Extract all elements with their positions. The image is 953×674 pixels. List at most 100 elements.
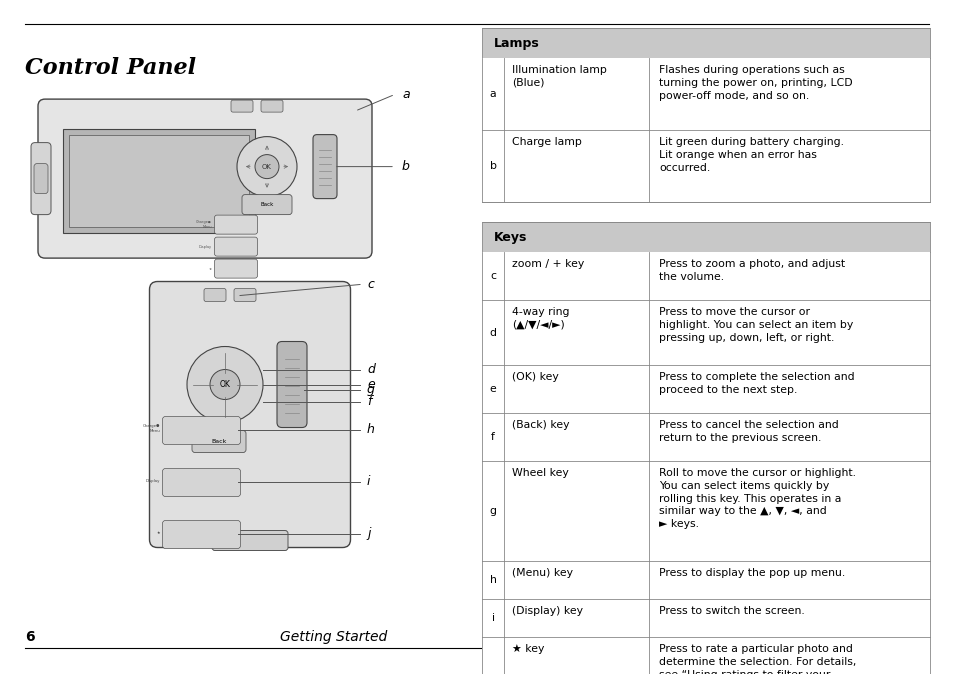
Text: Flashes during operations such as
turning the power on, printing, LCD
power-off : Flashes during operations such as turnin… [659, 65, 852, 100]
Text: g: g [489, 506, 496, 516]
Text: Display: Display [146, 479, 160, 483]
FancyBboxPatch shape [233, 288, 255, 301]
Text: f: f [491, 432, 495, 442]
Circle shape [187, 346, 263, 423]
Text: b: b [489, 161, 496, 171]
Text: b: b [401, 160, 410, 173]
Bar [481, 365, 503, 413]
Bar [503, 300, 648, 365]
Text: Back: Back [260, 202, 274, 207]
Bar [481, 461, 503, 561]
Text: (Back) key: (Back) key [512, 420, 569, 430]
Text: (OK) key: (OK) key [512, 372, 558, 382]
Text: Lamps: Lamps [494, 36, 539, 49]
Text: Press to zoom a photo, and adjust
the volume.: Press to zoom a photo, and adjust the vo… [659, 259, 844, 282]
Bar [481, 130, 503, 202]
FancyBboxPatch shape [204, 288, 226, 301]
Circle shape [254, 154, 278, 179]
Text: zoom / + key: zoom / + key [512, 259, 583, 269]
FancyBboxPatch shape [38, 99, 372, 258]
Bar [648, 561, 929, 599]
Bar [63, 129, 254, 233]
Bar [69, 135, 249, 227]
Text: Getting Started: Getting Started [280, 630, 387, 644]
Text: ★ key: ★ key [512, 644, 544, 654]
Text: Press to complete the selection and
proceed to the next step.: Press to complete the selection and proc… [659, 372, 854, 395]
Bar [481, 58, 503, 130]
Bar [481, 599, 503, 637]
FancyBboxPatch shape [261, 100, 283, 112]
Text: g: g [367, 383, 375, 396]
Bar [481, 252, 503, 300]
Text: Display: Display [198, 245, 212, 249]
FancyBboxPatch shape [150, 282, 350, 547]
Text: Press to rate a particular photo and
determine the selection. For details,
see “: Press to rate a particular photo and det… [659, 644, 856, 674]
Text: i: i [367, 475, 370, 488]
FancyBboxPatch shape [192, 431, 246, 452]
FancyBboxPatch shape [214, 237, 257, 256]
Text: e: e [489, 384, 496, 394]
Bar [648, 413, 929, 461]
FancyBboxPatch shape [162, 468, 240, 497]
Bar [648, 252, 929, 300]
Bar [648, 365, 929, 413]
FancyBboxPatch shape [313, 135, 336, 199]
Bar [648, 130, 929, 202]
Text: f: f [367, 395, 371, 408]
Text: a: a [489, 89, 496, 99]
Text: (Display) key: (Display) key [512, 606, 582, 616]
Text: c: c [367, 278, 374, 291]
Circle shape [210, 369, 240, 400]
Text: Back: Back [212, 439, 227, 444]
Text: e: e [367, 378, 375, 391]
Bar [481, 561, 503, 599]
FancyBboxPatch shape [162, 520, 240, 549]
Text: Illumination lamp
(Blue): Illumination lamp (Blue) [512, 65, 606, 88]
Text: Roll to move the cursor or highlight.
You can select items quickly by
rolling th: Roll to move the cursor or highlight. Yo… [659, 468, 855, 529]
Text: j: j [367, 527, 370, 540]
Bar [648, 637, 929, 674]
Text: ★: ★ [157, 530, 160, 534]
Circle shape [236, 137, 296, 197]
Text: Charge●
Menu: Charge● Menu [196, 220, 212, 229]
Bar [503, 561, 648, 599]
Bar [503, 461, 648, 561]
Text: a: a [401, 88, 409, 101]
FancyBboxPatch shape [276, 342, 307, 427]
Text: c: c [490, 271, 496, 281]
Bar [503, 599, 648, 637]
Text: Charge lamp: Charge lamp [512, 137, 581, 147]
Text: Press to display the pop up menu.: Press to display the pop up menu. [659, 568, 844, 578]
Bar [648, 461, 929, 561]
Text: Press to switch the screen.: Press to switch the screen. [659, 606, 804, 616]
Bar [503, 637, 648, 674]
Bar [648, 300, 929, 365]
FancyBboxPatch shape [231, 100, 253, 112]
Text: d: d [489, 328, 496, 338]
Text: d: d [367, 363, 375, 376]
Text: (Menu) key: (Menu) key [512, 568, 573, 578]
Bar [481, 413, 503, 461]
Text: i: i [491, 613, 494, 623]
Text: Charge●
Menu: Charge● Menu [143, 424, 160, 433]
FancyBboxPatch shape [214, 215, 257, 234]
Bar [503, 130, 648, 202]
Bar [481, 222, 929, 252]
Bar [648, 599, 929, 637]
Bar [503, 252, 648, 300]
Bar [503, 365, 648, 413]
FancyBboxPatch shape [34, 164, 48, 193]
Text: 4-way ring
(▲/▼/◄/►): 4-way ring (▲/▼/◄/►) [512, 307, 569, 330]
Text: Lit green during battery charging.
Lit orange when an error has
occurred.: Lit green during battery charging. Lit o… [659, 137, 843, 173]
FancyBboxPatch shape [162, 417, 240, 445]
Text: Control Panel: Control Panel [25, 57, 196, 80]
Bar [481, 637, 503, 674]
Text: h: h [489, 575, 496, 585]
FancyBboxPatch shape [242, 195, 292, 214]
FancyBboxPatch shape [212, 530, 288, 551]
Text: ★: ★ [209, 267, 212, 270]
Text: OK: OK [262, 164, 272, 170]
Bar [481, 28, 929, 58]
Text: Keys: Keys [494, 231, 527, 243]
Text: Press to move the cursor or
highlight. You can select an item by
pressing up, do: Press to move the cursor or highlight. Y… [659, 307, 852, 342]
